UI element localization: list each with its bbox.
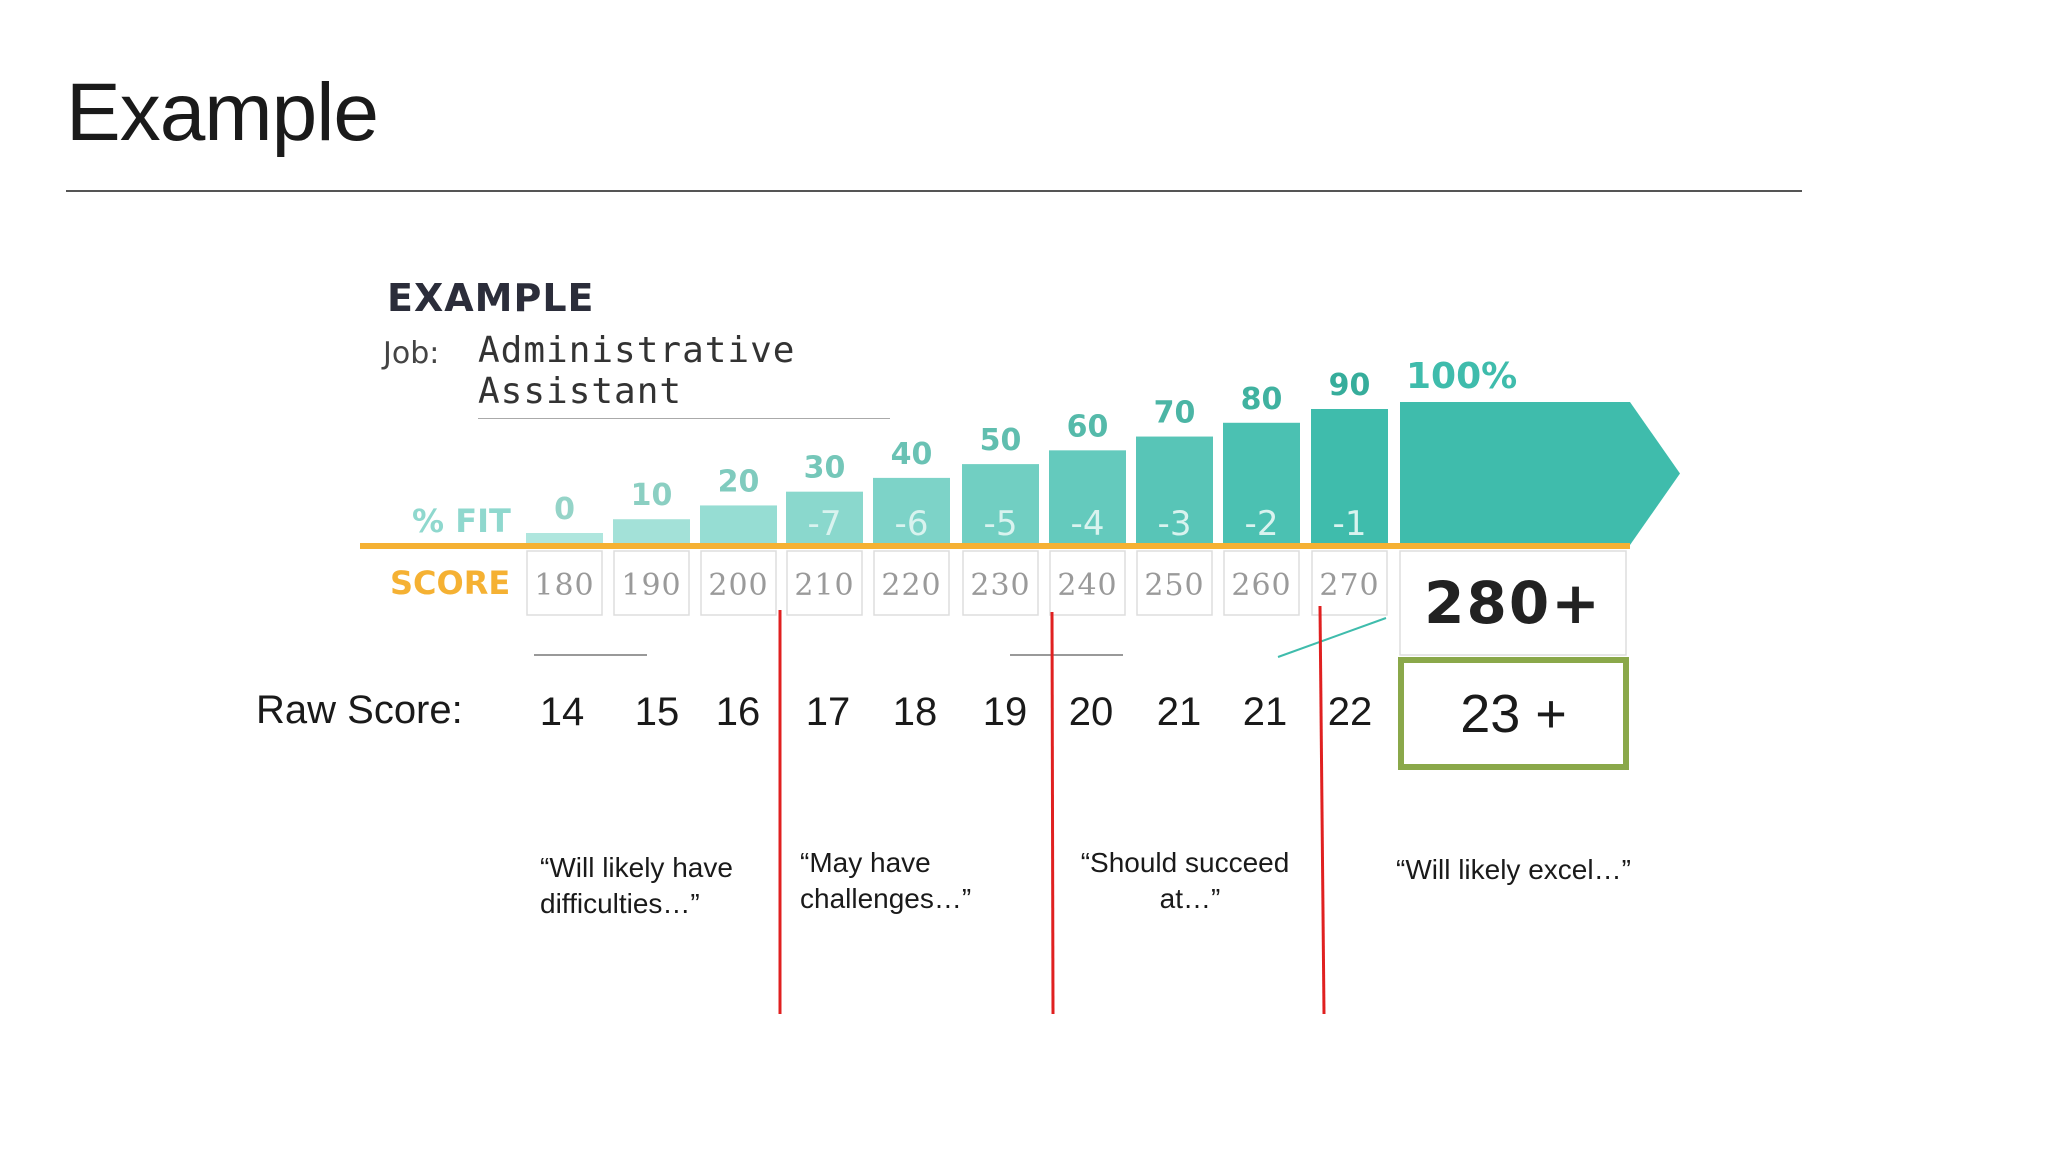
raw-score-value: 21: [1156, 690, 1202, 734]
fit-row-label: % FIT: [412, 502, 511, 540]
score-cell: [526, 550, 603, 616]
raw-score-value: 22: [1327, 690, 1373, 734]
score-cell-max: [1399, 550, 1627, 656]
description-line: “Will likely have: [540, 852, 733, 883]
score-cell: [873, 550, 950, 616]
description-challenges: “May have challenges…”: [800, 845, 971, 917]
description-succeed: “Should succeed at…”: [1081, 845, 1290, 917]
fit-bar: [873, 477, 950, 545]
score-cell: [700, 550, 777, 616]
fit-inner-label: -1: [1333, 504, 1367, 544]
fit-bar: [786, 491, 863, 545]
raw-score-value: 21: [1242, 690, 1288, 734]
description-line: “May have: [800, 847, 931, 878]
score-cell: [613, 550, 690, 616]
raw-score-value: 17: [805, 690, 851, 734]
score-cell-label: 190: [621, 568, 681, 603]
score-baseline: [360, 543, 1630, 549]
job-label: Job:: [383, 336, 440, 371]
score-cell-label: 280+: [1424, 569, 1602, 637]
fit-inner-label: -5: [984, 504, 1018, 544]
raw-score-best-box: 23 +: [1398, 657, 1629, 770]
red-divider: [1318, 605, 1326, 1015]
score-cell: [1136, 550, 1213, 616]
raw-score-label: Raw Score:: [256, 688, 463, 732]
fit-value-label: 40: [891, 437, 933, 472]
score-cell-label: 220: [881, 568, 941, 603]
fit-inner-label: -4: [1071, 504, 1105, 544]
fit-bar: [1311, 409, 1388, 545]
raw-score-value: 20: [1068, 690, 1114, 734]
description-line: at…”: [1159, 883, 1221, 914]
fit-value-label: 60: [1067, 409, 1109, 444]
fit-bar: [613, 519, 690, 545]
raw-score-value: 19: [982, 690, 1028, 734]
fit-bar: [1136, 436, 1213, 545]
description-line: “Will likely excel…”: [1396, 854, 1631, 885]
fit-inner-label: -3: [1158, 504, 1192, 544]
raw-score-value: 16: [715, 690, 761, 734]
score-cell-label: 240: [1057, 568, 1117, 603]
fit-value-label: 80: [1241, 382, 1283, 417]
raw-score-value: 18: [892, 690, 938, 734]
fit-value-label: 100%: [1406, 356, 1517, 397]
fit-inner-label: -6: [895, 504, 929, 544]
fit-bar: [1049, 450, 1126, 545]
fit-inner-label: -7: [808, 504, 842, 544]
connector-line: [1277, 617, 1387, 658]
score-cell: [962, 550, 1039, 616]
fit-value-label: 20: [718, 464, 760, 499]
score-cell-label: 180: [534, 568, 594, 603]
score-cell-label: 230: [970, 568, 1030, 603]
fit-value-label: 30: [804, 451, 846, 486]
fit-value-label: 90: [1329, 368, 1371, 403]
fit-bar: [700, 505, 777, 545]
score-cell-label: 210: [794, 568, 854, 603]
fit-value-label: 50: [980, 423, 1022, 458]
job-value: Administrative Assistant: [478, 330, 890, 419]
score-row-label: SCORE: [390, 564, 510, 602]
fit-value-label: 10: [631, 478, 673, 513]
fit-value-label: 0: [554, 492, 575, 527]
fit-bar: [526, 533, 603, 545]
description-excel: “Will likely excel…”: [1396, 852, 1631, 888]
fit-bar-max: [1400, 402, 1680, 545]
score-cell: [1311, 550, 1388, 616]
score-cell: [1223, 550, 1300, 616]
red-divider: [1050, 611, 1055, 1015]
score-cell: [786, 550, 863, 616]
description-line: difficulties…”: [540, 888, 700, 919]
score-cell-label: 250: [1144, 568, 1204, 603]
slide-title: Example: [66, 67, 379, 158]
fit-bar: [1223, 422, 1300, 545]
score-cell-label: 200: [708, 568, 768, 603]
fit-value-label: 70: [1154, 396, 1196, 431]
description-difficulties: “Will likely have difficulties…”: [540, 850, 733, 922]
score-cell: [1049, 550, 1126, 616]
score-cell-label: 270: [1319, 568, 1379, 603]
fit-inner-label: -2: [1245, 504, 1279, 544]
title-divider: [66, 190, 1802, 192]
raw-score-value: 14: [539, 690, 585, 734]
example-heading: EXAMPLE: [387, 276, 595, 320]
score-cell-label: 260: [1231, 568, 1291, 603]
raw-score-value: 15: [634, 690, 680, 734]
fit-bar: [962, 464, 1039, 545]
description-line: “Should succeed: [1080, 847, 1290, 878]
description-line: challenges…”: [800, 883, 972, 914]
